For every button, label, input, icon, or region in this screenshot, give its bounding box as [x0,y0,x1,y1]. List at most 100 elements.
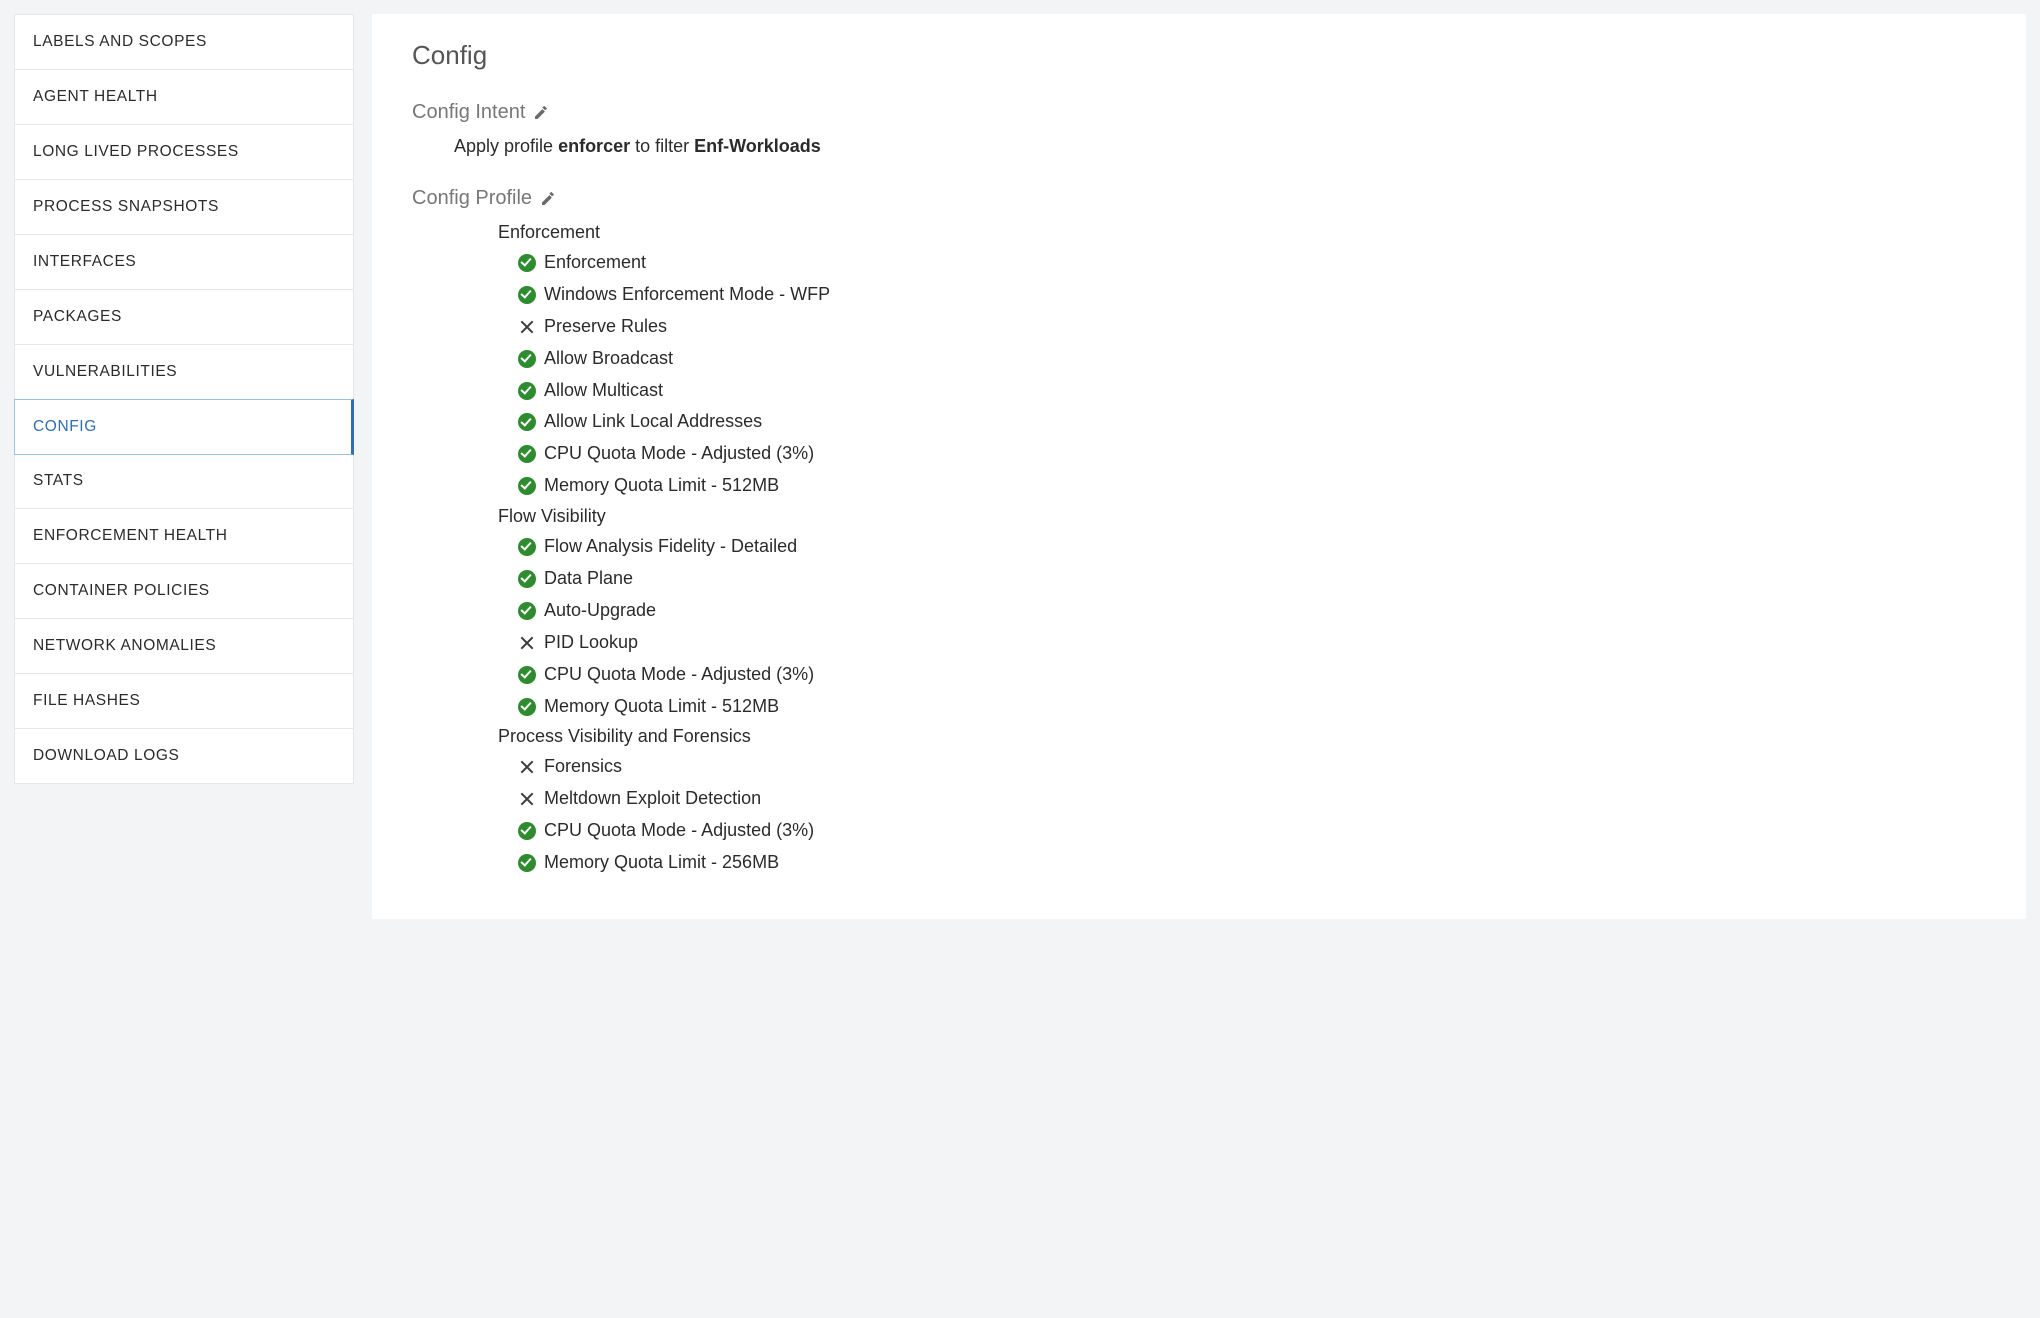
check-icon [518,666,536,684]
x-icon [518,790,536,808]
sidebar-item-label: PROCESS SNAPSHOTS [33,198,219,215]
sidebar-item-vulnerabilities[interactable]: VULNERABILITIES [15,345,353,400]
sidebar-item-enforcement-health[interactable]: ENFORCEMENT HEALTH [15,509,353,564]
config-item-row: Data Plane [498,563,1986,595]
config-item-row: Allow Multicast [498,375,1986,407]
config-group-title: Flow Visibility [498,506,1986,527]
sidebar-item-file-hashes[interactable]: FILE HASHES [15,674,353,729]
config-item-label: Meltdown Exploit Detection [544,785,761,813]
check-icon [518,698,536,716]
config-item-label: CPU Quota Mode - Adjusted (3%) [544,817,814,845]
config-item-row: Windows Enforcement Mode - WFP [498,279,1986,311]
config-group-title: Process Visibility and Forensics [498,726,1986,747]
sidebar-item-label: AGENT HEALTH [33,88,158,105]
page-title: Config [412,40,1986,71]
config-item-label: Forensics [544,753,622,781]
check-icon [518,602,536,620]
config-item-label: Memory Quota Limit - 256MB [544,849,779,877]
sidebar-item-label: STATS [33,472,84,489]
config-item-row: PID Lookup [498,627,1986,659]
sidebar-item-labels-and-scopes[interactable]: LABELS AND SCOPES [15,15,353,70]
config-item-row: Auto-Upgrade [498,595,1986,627]
sidebar-item-config[interactable]: CONFIG [14,399,354,455]
sidebar-item-label: CONFIG [33,418,97,435]
config-item-row: Preserve Rules [498,311,1986,343]
config-item-row: Flow Analysis Fidelity - Detailed [498,531,1986,563]
config-item-row: Allow Broadcast [498,343,1986,375]
config-item-label: CPU Quota Mode - Adjusted (3%) [544,440,814,468]
check-icon [518,382,536,400]
config-profile-body: Enforcement Enforcement Windows Enforcemen… [498,222,1986,879]
config-item-label: Enforcement [544,249,646,277]
config-item-row: Memory Quota Limit - 512MB [498,470,1986,502]
check-icon [518,350,536,368]
intent-mid: to filter [630,136,694,156]
intent-filter: Enf-Workloads [694,136,821,156]
config-item-row: CPU Quota Mode - Adjusted (3%) [498,438,1986,470]
config-group-title: Enforcement [498,222,1986,243]
config-item-label: Allow Multicast [544,377,663,405]
config-item-label: Memory Quota Limit - 512MB [544,472,779,500]
config-item-row: CPU Quota Mode - Adjusted (3%) [498,815,1986,847]
check-icon [518,413,536,431]
config-item-row: Meltdown Exploit Detection [498,783,1986,815]
sidebar-item-process-snapshots[interactable]: PROCESS SNAPSHOTS [15,180,353,235]
intent-profile: enforcer [558,136,630,156]
config-item-row: Forensics [498,751,1986,783]
config-item-label: Allow Link Local Addresses [544,408,762,436]
check-icon [518,254,536,272]
config-item-label: Allow Broadcast [544,345,673,373]
sidebar-item-label: NETWORK ANOMALIES [33,637,216,654]
pencil-icon[interactable] [533,105,549,121]
intent-prefix: Apply profile [454,136,558,156]
sidebar-item-container-policies[interactable]: CONTAINER POLICIES [15,564,353,619]
x-icon [518,758,536,776]
sidebar-item-label: VULNERABILITIES [33,363,177,380]
check-icon [518,445,536,463]
config-item-row: Allow Link Local Addresses [498,406,1986,438]
sidebar-item-network-anomalies[interactable]: NETWORK ANOMALIES [15,619,353,674]
check-icon [518,570,536,588]
sidebar-item-label: ENFORCEMENT HEALTH [33,527,228,544]
config-item-label: CPU Quota Mode - Adjusted (3%) [544,661,814,689]
config-item-label: PID Lookup [544,629,638,657]
sidebar-item-label: CONTAINER POLICIES [33,582,210,599]
sidebar-item-label: DOWNLOAD LOGS [33,747,179,764]
config-item-label: Flow Analysis Fidelity - Detailed [544,533,797,561]
x-icon [518,634,536,652]
sidebar-item-label: FILE HASHES [33,692,140,709]
config-item-row: CPU Quota Mode - Adjusted (3%) [498,659,1986,691]
sidebar: LABELS AND SCOPES AGENT HEALTH LONG LIVED … [14,14,354,784]
main-panel: Config Config Intent Apply profile enfor… [372,14,2026,919]
sidebar-item-stats[interactable]: STATS [15,454,353,509]
sidebar-item-packages[interactable]: PACKAGES [15,290,353,345]
config-item-row: Memory Quota Limit - 256MB [498,847,1986,879]
sidebar-item-interfaces[interactable]: INTERFACES [15,235,353,290]
config-profile-header: Config Profile [412,187,1986,210]
sidebar-item-download-logs[interactable]: DOWNLOAD LOGS [15,729,353,783]
config-intent-header: Config Intent [412,101,1986,124]
config-item-label: Auto-Upgrade [544,597,656,625]
sidebar-item-agent-health[interactable]: AGENT HEALTH [15,70,353,125]
check-icon [518,538,536,556]
config-item-row: Enforcement [498,247,1986,279]
sidebar-item-label: LABELS AND SCOPES [33,33,207,50]
sidebar-item-label: PACKAGES [33,308,122,325]
config-item-label: Memory Quota Limit - 512MB [544,693,779,721]
config-item-label: Preserve Rules [544,313,667,341]
check-icon [518,822,536,840]
config-item-label: Windows Enforcement Mode - WFP [544,281,830,309]
config-item-label: Data Plane [544,565,633,593]
check-icon [518,854,536,872]
check-icon [518,286,536,304]
check-icon [518,477,536,495]
config-intent-label: Config Intent [412,101,525,124]
sidebar-item-label: LONG LIVED PROCESSES [33,143,239,160]
sidebar-item-label: INTERFACES [33,253,136,270]
sidebar-item-long-lived-processes[interactable]: LONG LIVED PROCESSES [15,125,353,180]
x-icon [518,318,536,336]
pencil-icon[interactable] [540,191,556,207]
config-intent-text: Apply profile enforcer to filter Enf-Wor… [454,136,1986,157]
config-item-row: Memory Quota Limit - 512MB [498,691,1986,723]
config-profile-label: Config Profile [412,187,532,210]
